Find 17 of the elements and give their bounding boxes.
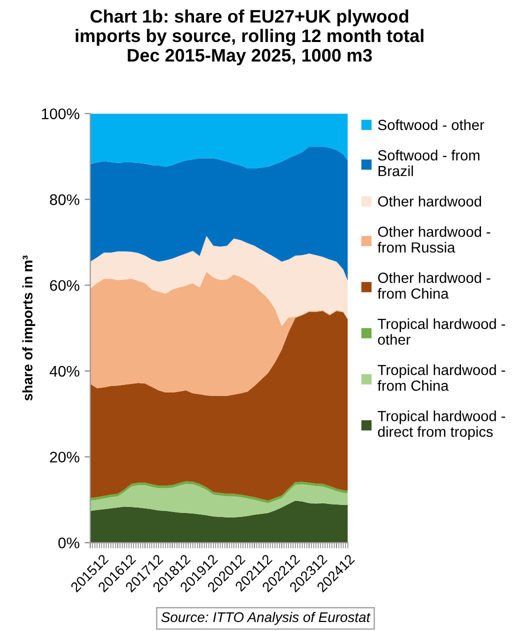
legend-label: Tropical hardwood - other [378,318,506,345]
source-note: Source: ITTO Analysis of Eurostat [161,612,371,625]
y-tick-label: 100% [42,108,80,120]
legend-label: Softwood - other [378,119,484,130]
y-tick-label: 60% [50,280,80,291]
y-axis-title: share of imports in m³ [22,255,36,401]
legend-label: Tropical hardwood - from China [378,364,506,391]
legend-label: Other hardwood - from Russia [378,226,490,253]
legend-label: Tropical hardwood - direct from tropics [378,410,506,440]
legend-label: Other hardwood - from China [378,272,490,299]
legend-label: Other hardwood [378,196,482,207]
legend-label: Softwood - from Brazil [378,150,480,176]
chart-title: Chart 1b: share of EU27+UK plywood imports by source, rolling 12 month total Dec 2015-May 2025, 1000 m3 [76,9,424,66]
y-tick-label: 0% [58,538,80,548]
y-tick-label: 40% [50,366,80,377]
y-tick-label: 20% [50,452,80,463]
y-tick-label: 80% [50,194,80,206]
